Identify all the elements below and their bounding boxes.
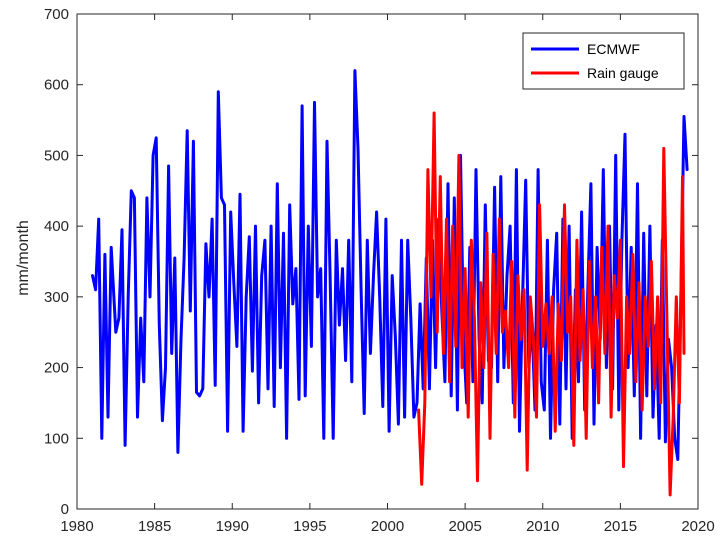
legend-label: ECMWF	[587, 41, 640, 57]
legend: ECMWF Rain gauge	[522, 32, 685, 90]
axes: 1980 1985 1990 1995 2000 2005 2010 2015 2020 0 100…	[44, 6, 715, 535]
y-tick-label: 700	[44, 6, 69, 23]
y-tick-label: 400	[44, 218, 69, 235]
x-tick-label: 2000	[371, 518, 404, 535]
y-tick-label: 100	[44, 430, 69, 447]
x-tick-label: 2010	[526, 518, 559, 535]
x-tick-label: 1980	[60, 518, 93, 535]
y-tick-label: 300	[44, 289, 69, 306]
series-line-rain-gauge	[417, 111, 686, 497]
x-tick-label: 2015	[604, 518, 637, 535]
y-tick-label: 200	[44, 360, 69, 377]
x-tick-label: 2020	[681, 518, 714, 535]
y-tick-label: 0	[61, 501, 69, 518]
x-tick-label: 1995	[293, 518, 326, 535]
y-tick-label: 500	[44, 147, 69, 164]
plot-area	[91, 69, 689, 497]
y-axis-label: mm/month	[15, 220, 32, 296]
legend-label: Rain gauge	[587, 65, 659, 81]
y-tick-label: 600	[44, 77, 69, 94]
x-tick-label: 1985	[138, 518, 171, 535]
legend-box	[522, 32, 685, 90]
x-tick-label: 2005	[448, 518, 481, 535]
x-tick-label: 1990	[216, 518, 249, 535]
